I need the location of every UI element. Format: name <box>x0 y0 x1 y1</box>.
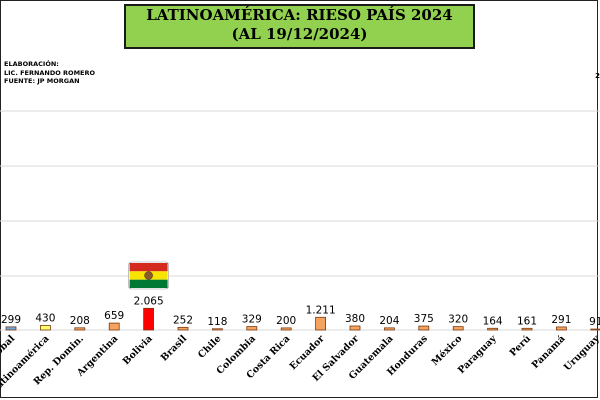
flag-stripe-red <box>129 263 168 272</box>
credits-line-2: LIC. FERNANDO ROMERO <box>4 68 96 77</box>
category-label: obal <box>0 333 17 357</box>
value-label: 659 <box>104 310 124 322</box>
bar-el-salvador <box>349 325 361 331</box>
chart-title-box: LATINOAMÉRICA: RIESO PAÍS 2024 (AL 19/12… <box>124 4 475 49</box>
bar-rep-domin- <box>74 327 86 331</box>
value-label: 380 <box>345 313 365 325</box>
bar-guatemala <box>383 327 395 331</box>
category-label: México <box>430 333 465 368</box>
bar-colombia <box>246 326 258 331</box>
bar-costa-rica <box>280 327 292 331</box>
value-label: 2.065 <box>134 295 164 307</box>
category-label: Perú <box>508 333 533 358</box>
bar-latinoam-rica <box>40 325 51 331</box>
corner-mark: 2 <box>595 72 600 80</box>
flag-coat-of-arms <box>144 271 153 280</box>
value-label: 208 <box>70 315 90 327</box>
bar-honduras <box>418 325 430 331</box>
bar-per- <box>521 327 533 331</box>
value-label: 430 <box>35 312 55 324</box>
value-label: 252 <box>173 314 193 326</box>
bar-chile <box>211 328 223 331</box>
value-label: 320 <box>448 314 468 326</box>
value-label: 200 <box>276 315 296 327</box>
bar-global <box>5 326 17 331</box>
bar-m-xico <box>452 326 464 331</box>
credits-line-3: FUENTE: JP MORGAN <box>4 77 80 85</box>
value-label: 375 <box>414 313 434 325</box>
credits-block: ELABORACIÓN: LIC. FERNANDO ROMERO FUENTE… <box>4 60 95 86</box>
value-label: 299 <box>1 314 21 326</box>
value-label: 118 <box>207 316 227 328</box>
category-label: Uruguay <box>562 333 600 373</box>
value-label: 291 <box>551 314 571 326</box>
bar-argentina <box>108 322 120 331</box>
value-label: 164 <box>483 315 503 327</box>
value-label: 204 <box>379 315 399 327</box>
category-label: Bolivia <box>121 333 155 367</box>
bolivia-flag-icon <box>128 261 169 290</box>
category-label: Brasil <box>159 333 190 364</box>
bar-brasil <box>177 326 189 331</box>
value-label: 1.211 <box>306 304 336 316</box>
chart-title: LATINOAMÉRICA: RIESO PAÍS 2024 <box>146 6 453 24</box>
bar-bolivia <box>143 307 155 331</box>
chart-subtitle: (AL 19/12/2024) <box>231 25 368 43</box>
bar-uruguay <box>590 328 600 331</box>
credits-line-1: ELABORACIÓN: <box>4 60 59 68</box>
bar-ecuador <box>315 316 327 331</box>
category-label: Chile <box>196 333 223 360</box>
value-label: 91 <box>589 316 600 328</box>
value-label: 161 <box>517 315 537 327</box>
value-label: 329 <box>242 314 262 326</box>
bar-panam- <box>556 326 567 331</box>
bar-paraguay <box>487 327 499 331</box>
flag-stripe-green <box>129 279 168 288</box>
